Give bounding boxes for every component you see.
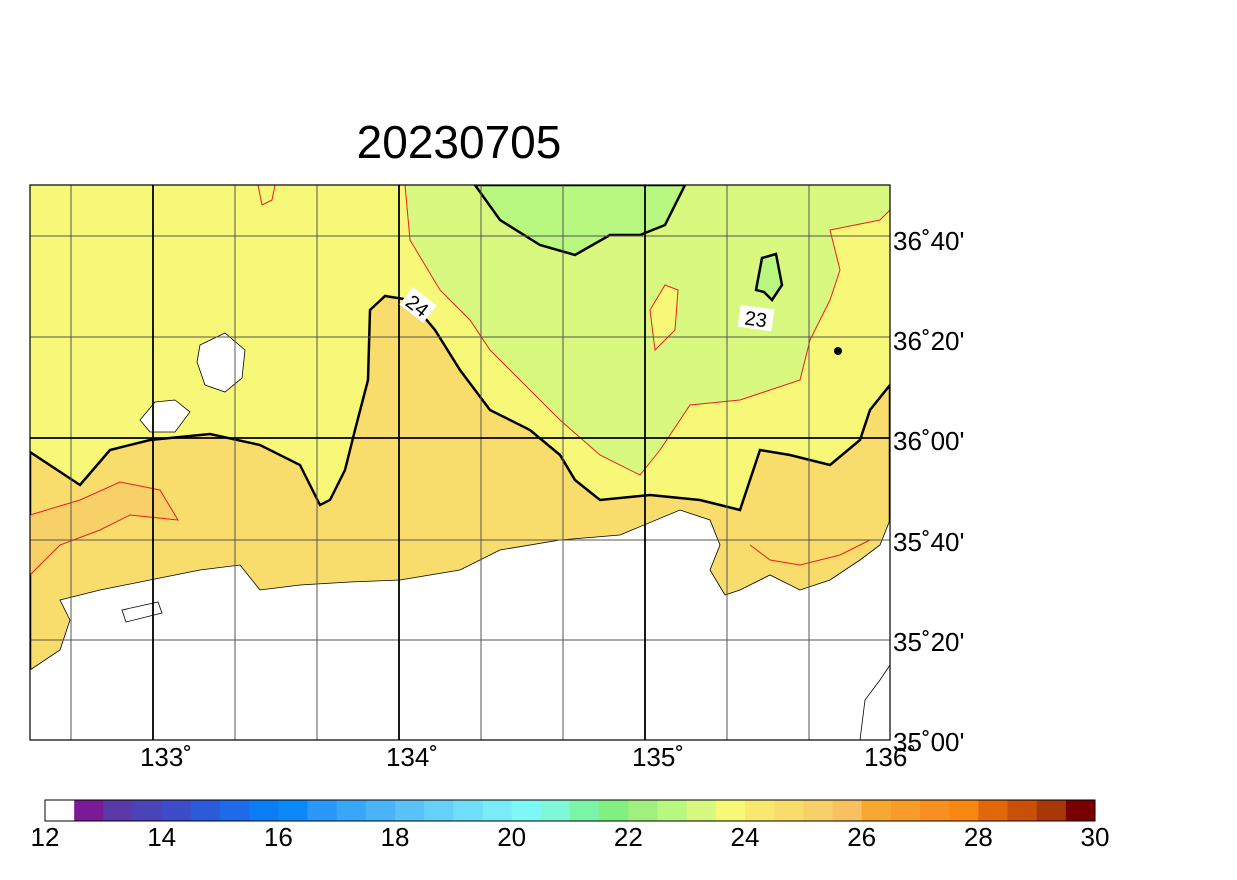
colorbar-frame: [44, 799, 1096, 822]
colorbar-tick-label: 14: [147, 822, 176, 852]
cooler-region: [473, 185, 687, 257]
warmer-patch: [30, 481, 179, 576]
lat-label: 36˚40': [893, 226, 964, 256]
colorbar-tick-label: 12: [31, 822, 60, 852]
colorbar-swatch: [365, 800, 396, 821]
colorbar-swatch: [890, 800, 921, 821]
warm-eddy: [649, 284, 679, 352]
colorbar-swatch: [599, 800, 629, 821]
colorbar-tick-label: 28: [964, 822, 993, 852]
colorbar-swatch: [424, 800, 454, 821]
station-marker: [834, 347, 842, 355]
contour-label-box: 23: [737, 304, 775, 333]
colorbar-swatch: [1036, 800, 1067, 821]
contour-label: 23: [743, 308, 768, 333]
colorbar-swatch: [715, 800, 746, 821]
major-grid: [30, 185, 890, 740]
lat-label: 36˚20': [893, 326, 964, 356]
title: 20230705: [357, 116, 562, 168]
colorbar-swatch: [1065, 800, 1096, 821]
colorbar-swatch: [861, 800, 892, 821]
colorbar-swatch: [103, 800, 133, 821]
colorbar-swatch: [482, 800, 513, 821]
colorbar-tick-label: 16: [264, 822, 293, 852]
colorbar-tick-label: 22: [614, 822, 643, 852]
colorbar-swatch: [161, 800, 192, 821]
lat-label: 35˚00': [893, 727, 964, 757]
lon-label: 134˚: [386, 742, 438, 772]
colorbar-tick-label: 26: [847, 822, 876, 852]
lon-label: 135˚: [632, 742, 684, 772]
colorbar-swatch: [336, 800, 367, 821]
colorbar-swatch: [74, 800, 104, 821]
colorbar-swatch: [628, 800, 658, 821]
colorbar-swatch: [395, 800, 425, 821]
cooler-patch: [754, 252, 784, 302]
colorbar-swatch: [511, 800, 542, 821]
lon-label: 133˚: [140, 742, 192, 772]
minor-grid: [30, 185, 890, 740]
colorbar: 12 14 16 18 20 22 24 26 28 30: [31, 799, 1110, 852]
contour-line: [749, 539, 871, 566]
coastline: [859, 664, 890, 740]
colorbar-tick-label: 24: [731, 822, 760, 852]
colorbar-swatch: [190, 800, 221, 821]
colorbar-swatch: [949, 800, 979, 821]
island: [196, 332, 246, 393]
colorbar-swatch: [220, 800, 250, 821]
colorbar-tick-label: 18: [381, 822, 410, 852]
colorbar-swatch: [307, 800, 338, 821]
colorbar-swatch: [570, 800, 600, 821]
colorbar-swatch: [1007, 800, 1038, 821]
lake: [121, 601, 163, 623]
colorbar-swatch: [132, 800, 163, 821]
map-frame: [29, 184, 891, 741]
lat-label: 36˚00': [893, 426, 964, 456]
lat-label: 35˚20': [893, 627, 964, 657]
colorbar-swatch: [540, 800, 571, 821]
colorbar-tick-label: 30: [1081, 822, 1110, 852]
lat-label: 35˚40': [893, 527, 964, 557]
colorbar-swatch: [249, 800, 279, 821]
colorbar-swatch: [686, 800, 717, 821]
colorbar-swatch: [45, 800, 75, 821]
colorbar-swatch: [803, 800, 833, 821]
colorbar-swatch: [774, 800, 804, 821]
colorbar-swatch: [453, 800, 483, 821]
colorbar-swatch: [745, 800, 775, 821]
colorbar-swatch: [978, 800, 1008, 821]
colorbar-swatch: [278, 800, 308, 821]
map-area: 24 23: [30, 185, 890, 740]
lon-label: 136˚: [864, 742, 916, 772]
colorbar-tick-label: 20: [497, 822, 526, 852]
colorbar-swatch: [657, 800, 688, 821]
land: [30, 509, 890, 740]
contour-line: [257, 185, 276, 206]
colorbar-swatch: [832, 800, 863, 821]
colorbar-swatch: [920, 800, 950, 821]
